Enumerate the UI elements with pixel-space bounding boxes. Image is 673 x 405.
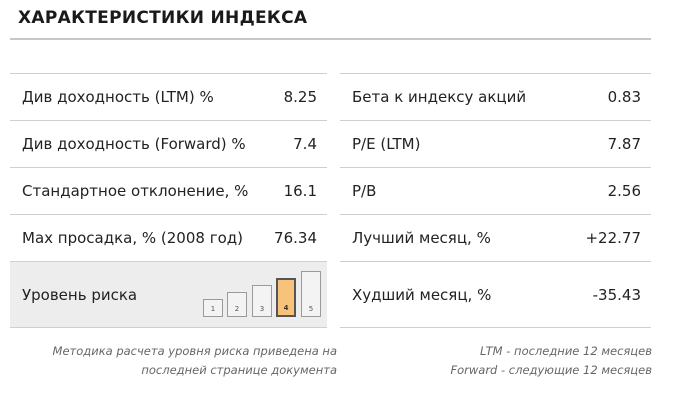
metric-label: Лучший месяц, % xyxy=(352,229,491,247)
right-metrics-table: Бета к индексу акций 0.83 P/E (LTM) 7.87… xyxy=(340,73,651,328)
footnote-line: LTM - последние 12 месяцев xyxy=(480,344,652,358)
metric-value: 8.25 xyxy=(283,88,317,106)
metric-row-pe: P/E (LTM) 7.87 xyxy=(340,120,651,167)
risk-level-number: 4 xyxy=(283,304,289,312)
risk-level-label: Уровень риска xyxy=(22,285,138,304)
metric-row-div-yield-ltm: Див доходность (LTM) % 8.25 xyxy=(10,73,327,120)
metric-row-best-month: Лучший месяц, % +22.77 xyxy=(340,214,651,261)
metric-value: 7.87 xyxy=(607,135,641,153)
metric-label: P/B xyxy=(352,182,377,200)
risk-level-number: 3 xyxy=(259,305,265,313)
metric-value: 0.83 xyxy=(607,88,641,106)
risk-level-box-2: 2 xyxy=(227,292,247,317)
risk-level-number: 2 xyxy=(234,305,240,313)
risk-level-number: 1 xyxy=(210,305,216,313)
metric-row-beta: Бета к индексу акций 0.83 xyxy=(340,73,651,120)
footnote-line: последней странице документа xyxy=(141,363,337,377)
risk-method-footnote: Методика расчета уровня риска приведена … xyxy=(53,342,337,380)
abbreviations-footnote: LTM - последние 12 месяцев Forward - сле… xyxy=(450,342,652,380)
metric-label: Стандартное отклонение, % xyxy=(22,182,249,200)
risk-level-box-5: 5 xyxy=(301,271,321,317)
footnote-line: Методика расчета уровня риска приведена … xyxy=(52,344,337,358)
metric-row-pb: P/B 2.56 xyxy=(340,167,651,214)
metric-label: P/E (LTM) xyxy=(352,135,421,153)
metric-row-div-yield-forward: Див доходность (Forward) % 7.4 xyxy=(10,120,327,167)
page-title: ХАРАКТЕРИСТИКИ ИНДЕКСА xyxy=(18,8,308,28)
footnote-line: Forward - следующие 12 месяцев xyxy=(450,363,652,377)
metric-row-std-dev: Стандартное отклонение, % 16.1 xyxy=(10,167,327,214)
risk-level-box-3: 3 xyxy=(252,285,272,317)
metric-value: 76.34 xyxy=(274,229,317,247)
metric-label: Худший месяц, % xyxy=(352,285,492,304)
metric-row-risk-level: Уровень риска 1 2 3 4 5 xyxy=(10,261,327,328)
left-metrics-table: Див доходность (LTM) % 8.25 Див доходнос… xyxy=(10,73,327,328)
metric-label: Див доходность (LTM) % xyxy=(22,88,214,106)
metric-label: Max просадка, % (2008 год) xyxy=(22,229,243,247)
metric-value: 2.56 xyxy=(607,182,641,200)
risk-level-box-1: 1 xyxy=(203,299,223,317)
risk-level-scale: 1 2 3 4 5 xyxy=(203,271,323,317)
risk-level-number: 5 xyxy=(308,305,314,313)
title-divider xyxy=(10,38,651,40)
metric-value: 7.4 xyxy=(293,135,317,153)
metric-label: Див доходность (Forward) % xyxy=(22,135,246,153)
metric-row-worst-month: Худший месяц, % -35.43 xyxy=(340,261,651,328)
risk-level-box-4-selected: 4 xyxy=(276,278,296,317)
metric-label: Бета к индексу акций xyxy=(352,88,527,106)
metric-value: +22.77 xyxy=(585,229,641,247)
metric-value: -35.43 xyxy=(592,285,641,304)
metric-row-max-drawdown: Max просадка, % (2008 год) 76.34 xyxy=(10,214,327,261)
metric-value: 16.1 xyxy=(283,182,317,200)
